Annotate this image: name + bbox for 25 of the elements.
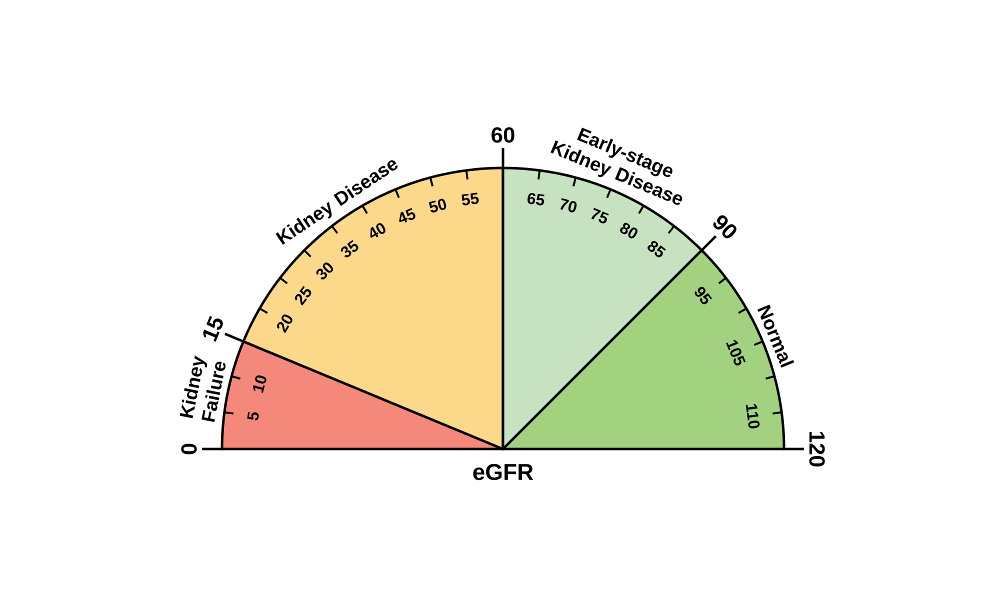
text: 0 (181, 444, 197, 454)
text: 20 (276, 314, 292, 333)
text: 10 (252, 375, 266, 393)
text: 55 (462, 192, 479, 206)
text: 80 (620, 222, 638, 238)
slice-label: Kidney Failure (180, 356, 226, 422)
text: 45 (399, 208, 416, 223)
text: 15 (203, 316, 223, 342)
text: 120 (809, 432, 825, 466)
text: 5 (247, 412, 259, 420)
text: 105 (726, 340, 746, 366)
text: 50 (428, 198, 446, 212)
text: 65 (528, 192, 544, 206)
text: 110 (746, 404, 760, 428)
text: 40 (370, 223, 386, 238)
text: 85 (648, 240, 666, 258)
text: 95 (694, 286, 712, 304)
text: 75 (591, 208, 609, 224)
text: 90 (713, 215, 736, 238)
text: 30 (316, 262, 334, 280)
text: eGFR (473, 464, 534, 480)
text: 60 (492, 127, 514, 143)
text: 35 (340, 240, 358, 258)
text: 25 (294, 286, 312, 306)
text: 70 (560, 198, 577, 212)
